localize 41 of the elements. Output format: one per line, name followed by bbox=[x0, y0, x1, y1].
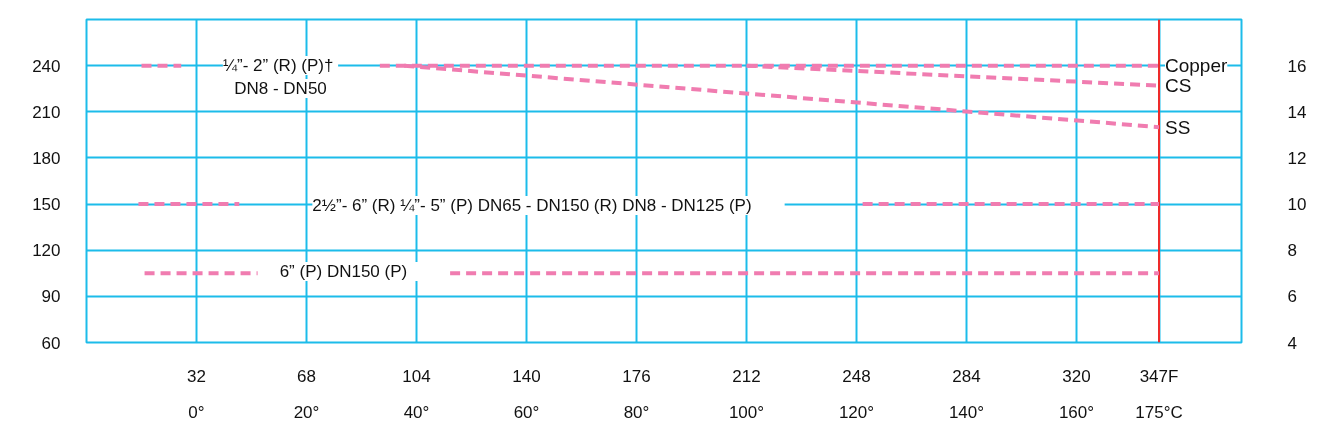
x2-tick-label: 80° bbox=[623, 402, 650, 422]
x2-tick-label: 160° bbox=[1058, 402, 1095, 422]
x-tick-label: 320 bbox=[1062, 366, 1091, 386]
y2-tick-label: 6 bbox=[1287, 287, 1297, 307]
y-tick-label: 60 bbox=[41, 333, 61, 353]
x-tick-label: 176 bbox=[622, 366, 651, 386]
x2-tick-label: 0° bbox=[188, 402, 205, 422]
x-tick-label: 104 bbox=[402, 366, 431, 386]
y-tick-label: 120 bbox=[32, 241, 61, 261]
y-tick-label: 180 bbox=[32, 148, 61, 168]
x-tick-label: 32 bbox=[187, 366, 206, 386]
x-tick-label: 284 bbox=[952, 366, 981, 386]
x-tick-label: 140 bbox=[512, 366, 541, 386]
x2-tick-label: 40° bbox=[403, 402, 430, 422]
x2-tick-label: 120° bbox=[838, 402, 875, 422]
y-tick-label: 210 bbox=[32, 102, 61, 122]
series-label: Copper bbox=[1165, 55, 1228, 77]
annotation: 6” (P) DN150 (P) bbox=[279, 262, 408, 281]
x2-tick-label: 175°C bbox=[1135, 402, 1183, 422]
y-tick-label: 240 bbox=[32, 56, 61, 76]
x2-tick-label: 60° bbox=[513, 402, 540, 422]
y-tick-label: 90 bbox=[41, 287, 61, 307]
x2-tick-label: 140° bbox=[948, 402, 985, 422]
y2-tick-label: 12 bbox=[1287, 148, 1307, 168]
x-tick-label: 68 bbox=[297, 366, 316, 386]
y2-tick-label: 14 bbox=[1287, 102, 1307, 122]
x-tick-label: 212 bbox=[732, 366, 761, 386]
y2-tick-label: 16 bbox=[1287, 56, 1307, 76]
y-tick-label: 150 bbox=[32, 195, 61, 215]
annotation: DN8 - DN50 bbox=[234, 79, 327, 98]
y2-tick-label: 8 bbox=[1287, 241, 1297, 261]
y2-tick-label: 10 bbox=[1287, 195, 1307, 215]
series-label: CS bbox=[1165, 75, 1192, 97]
series-label: SS bbox=[1165, 116, 1191, 138]
x-tick-label: 248 bbox=[842, 366, 871, 386]
y2-tick-label: 4 bbox=[1287, 333, 1297, 353]
x2-tick-label: 20° bbox=[293, 402, 320, 422]
annotation: 2½”- 6” (R) ¼”- 5” (P) DN65 - DN150 (R) DN8 - DN125 (P) bbox=[312, 196, 752, 215]
x2-tick-label: 100° bbox=[728, 402, 765, 422]
x-tick-label: 347F bbox=[1139, 366, 1179, 386]
annotation: ¼”- 2” (R) (P)† bbox=[222, 56, 334, 75]
